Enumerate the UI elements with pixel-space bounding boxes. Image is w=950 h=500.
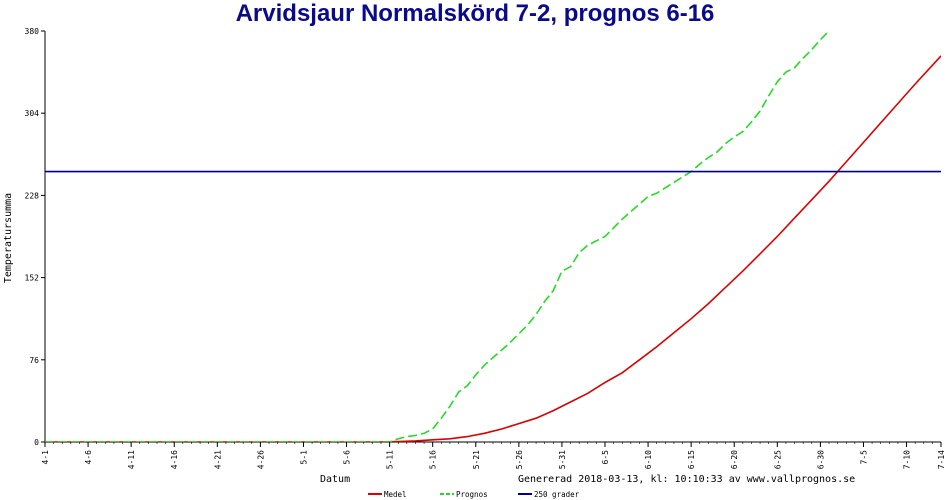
y-tick-label: 380	[25, 27, 40, 36]
x-tick-label: 6-15	[687, 450, 696, 469]
series-line-prognos	[45, 31, 830, 442]
x-axis-label: Datum	[320, 474, 350, 485]
x-tick-label: 5-11	[386, 450, 395, 469]
x-tick-label: 5-6	[343, 450, 352, 465]
legend-entry: Prognos	[456, 490, 488, 499]
x-tick-label: 5-16	[429, 450, 438, 469]
x-tick-label: 6-20	[730, 450, 739, 469]
y-axis-label: Temperatursumma	[3, 193, 14, 283]
series-line-medel	[45, 55, 941, 442]
x-tick-label: 5-31	[558, 450, 567, 469]
x-tick-label: 5-21	[472, 450, 481, 469]
x-tick-label: 4-1	[41, 450, 50, 465]
y-tick-label: 0	[34, 438, 39, 447]
x-tick-label: 4-21	[213, 450, 222, 469]
x-tick-label: 4-16	[170, 450, 179, 469]
legend-entry: 250 grader	[534, 490, 580, 499]
y-tick-label: 152	[25, 274, 40, 283]
x-tick-label: 7-14	[937, 450, 946, 469]
x-tick-label: 6-25	[773, 450, 782, 469]
y-tick-label: 228	[25, 191, 40, 200]
legend-entry: Medel	[384, 490, 407, 499]
x-tick-label: 5-1	[299, 450, 308, 465]
x-tick-label: 5-26	[515, 450, 524, 469]
x-tick-label: 4-6	[84, 450, 93, 465]
y-tick-label: 76	[29, 356, 39, 365]
legend: Medel Prognos 250 grader	[368, 490, 580, 499]
tick-layer: 0 76 152 228 304 380 4-1 4-6 4-11 4-16 4-21 4-26 5-1…	[25, 27, 946, 469]
x-tick-label: 4-11	[127, 450, 136, 469]
x-tick-label: 4-26	[256, 450, 265, 469]
x-tick-label: 6-5	[601, 450, 610, 465]
series-layer	[45, 31, 941, 442]
x-tick-label: 7-10	[903, 450, 912, 469]
chart-title: Arvidsjaur Normalskörd 7-2, prognos 6-16	[235, 0, 715, 27]
x-tick-label: 6-10	[644, 450, 653, 469]
x-tick-label: 7-5	[859, 450, 868, 465]
x-tick-label: 6-30	[816, 450, 825, 469]
generated-footer: Genererad 2018-03-13, kl: 10:10:33 av ww…	[518, 474, 855, 485]
y-tick-label: 304	[25, 109, 40, 118]
axes	[44, 31, 941, 443]
